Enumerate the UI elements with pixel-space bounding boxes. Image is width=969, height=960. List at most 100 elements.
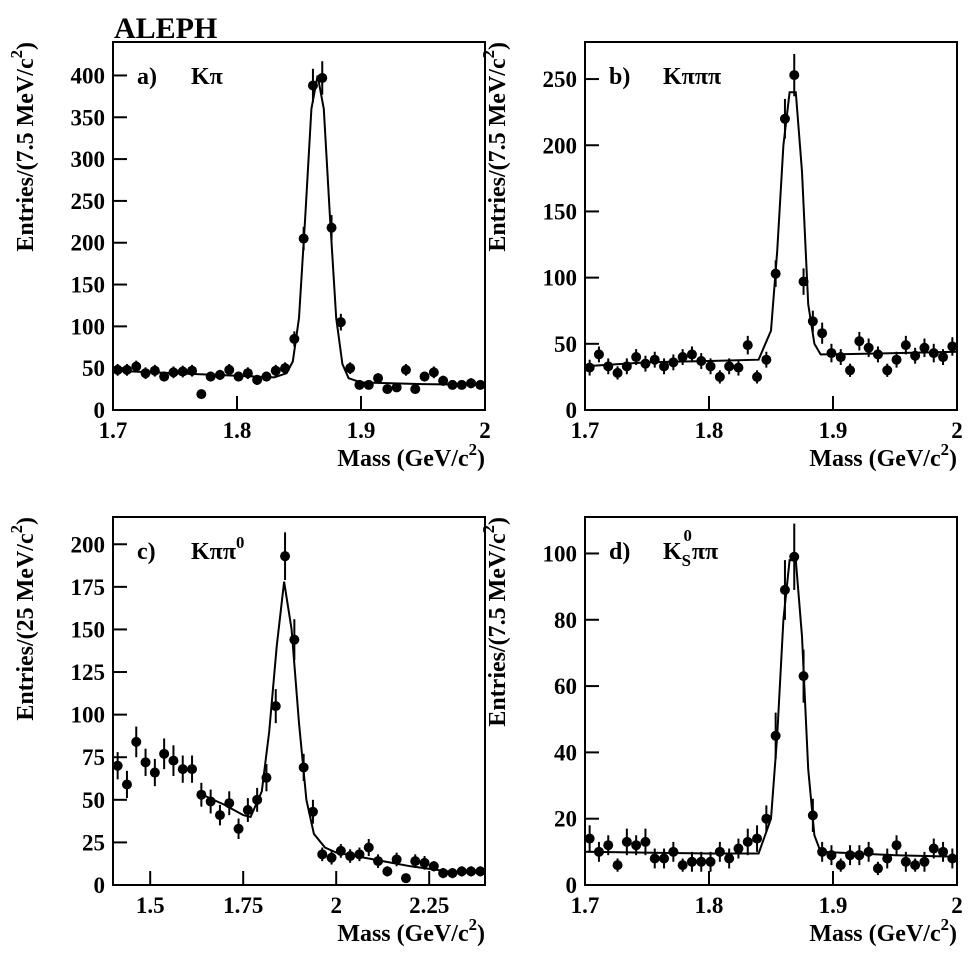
data-point: [317, 849, 328, 860]
data-point: [863, 342, 874, 353]
y-tick-label: 100: [543, 266, 578, 291]
data-point: [159, 371, 170, 382]
data-point: [640, 836, 651, 847]
y-tick-label: 80: [554, 608, 577, 633]
data-point: [826, 348, 837, 359]
data-point: [270, 701, 281, 712]
data-point: [121, 364, 132, 375]
label-part: ): [477, 921, 485, 947]
label-part: 2: [941, 440, 949, 459]
label-part: Kπ: [191, 64, 223, 90]
y-tick-label: 400: [71, 63, 106, 88]
data-point: [724, 361, 735, 372]
data-point: [854, 336, 865, 347]
data-point: [447, 868, 458, 879]
label-part: S: [682, 551, 691, 570]
y-axis-label: Entries/(25 MeV/c2): [7, 517, 39, 721]
y-tick-label: 0: [94, 398, 106, 423]
data-point: [177, 764, 188, 775]
panel-label: d): [609, 539, 630, 565]
label-part: 2: [7, 525, 26, 533]
label-part: ): [13, 42, 39, 50]
data-point: [270, 365, 281, 376]
y-tick-label: 40: [554, 740, 577, 765]
data-point: [603, 361, 614, 372]
label-part: Entries/(7.5 MeV/c: [485, 58, 511, 252]
data-point: [428, 367, 439, 378]
label-part: 2: [941, 915, 949, 934]
y-axis-label: Entries/(7.5 MeV/c2): [7, 42, 39, 252]
panel-label: a): [137, 64, 157, 90]
data-point: [854, 850, 865, 861]
label-part: 0: [236, 533, 244, 552]
data-point: [891, 840, 902, 851]
data-point: [835, 860, 846, 871]
data-point: [621, 836, 632, 847]
x-tick-label: 1.7: [571, 418, 600, 443]
data-point: [317, 72, 328, 83]
y-tick-label: 75: [82, 745, 105, 770]
data-point: [761, 354, 772, 365]
x-axis-label: Mass (GeV/c2): [809, 915, 957, 947]
data-point: [391, 382, 402, 393]
channel-label: KS 0ππ: [663, 526, 718, 570]
label-part: 2: [7, 50, 26, 58]
data-point: [817, 328, 828, 339]
label-part: 2: [469, 440, 477, 459]
label-part: Entries/(25 MeV/c: [13, 533, 39, 721]
data-point: [733, 843, 744, 854]
data-point: [761, 813, 772, 824]
data-point: [845, 365, 856, 376]
data-point: [584, 362, 595, 373]
channel-label: Kπππ: [663, 64, 721, 90]
y-tick-label: 100: [71, 314, 106, 339]
data-point: [919, 342, 930, 353]
data-point: [882, 365, 893, 376]
data-point: [779, 113, 790, 124]
data-point: [121, 779, 132, 790]
y-tick-label: 0: [566, 873, 578, 898]
x-axis-label: Mass (GeV/c2): [337, 440, 485, 472]
data-point: [779, 584, 790, 595]
x-tick-label: 1.8: [695, 893, 724, 918]
data-point: [363, 842, 374, 853]
fit-curve: [584, 559, 958, 858]
data-point: [686, 349, 697, 360]
y-tick-label: 150: [71, 617, 106, 642]
data-point: [205, 371, 216, 382]
data-point: [882, 853, 893, 864]
data-point: [900, 856, 911, 867]
data-point: [733, 362, 744, 373]
data-point: [714, 846, 725, 857]
data-point: [900, 340, 911, 351]
data-point: [705, 856, 716, 867]
data-point: [438, 375, 449, 386]
x-tick-label: 2: [951, 418, 963, 443]
panel-label: c): [137, 539, 156, 565]
y-tick-label: 100: [71, 703, 106, 728]
data-point: [363, 379, 374, 390]
x-tick-label: 1.9: [819, 893, 848, 918]
label-part: Mass (GeV/c: [809, 921, 941, 947]
data-point: [419, 857, 430, 868]
data-point: [705, 361, 716, 372]
label-part: 2: [479, 50, 498, 58]
label-part: Mass (GeV/c: [809, 446, 941, 472]
label-part: ): [949, 921, 957, 947]
data-point: [400, 364, 411, 375]
plot-frame: [584, 516, 958, 886]
data-point: [149, 767, 160, 778]
y-tick-label: 0: [94, 873, 106, 898]
data-point: [410, 856, 421, 867]
label-part: Kππ: [191, 539, 236, 565]
data-point: [131, 361, 142, 372]
data-point: [938, 352, 949, 363]
data-point: [742, 340, 753, 351]
data-point: [131, 736, 142, 747]
data-point: [410, 384, 421, 395]
y-tick-label: 300: [71, 147, 106, 172]
x-tick-label: 1.75: [223, 893, 263, 918]
